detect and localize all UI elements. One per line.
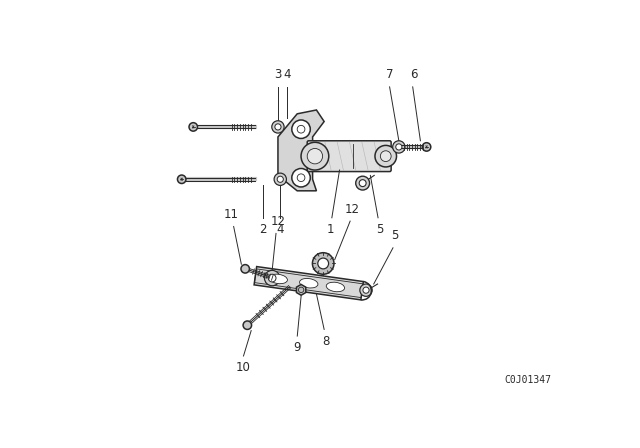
- Circle shape: [272, 121, 284, 133]
- Circle shape: [375, 146, 397, 167]
- Circle shape: [243, 321, 252, 329]
- Text: 9: 9: [294, 341, 301, 354]
- Circle shape: [297, 125, 305, 133]
- Circle shape: [268, 274, 276, 282]
- Circle shape: [318, 258, 328, 269]
- Text: 2: 2: [259, 223, 266, 236]
- Circle shape: [292, 120, 310, 138]
- Text: 4: 4: [284, 69, 291, 82]
- Circle shape: [396, 144, 402, 150]
- Circle shape: [312, 253, 334, 274]
- Circle shape: [422, 143, 431, 151]
- Circle shape: [307, 148, 323, 164]
- FancyBboxPatch shape: [307, 141, 391, 172]
- Text: 6: 6: [410, 69, 418, 82]
- Circle shape: [189, 123, 198, 131]
- Circle shape: [274, 173, 287, 185]
- Text: 7: 7: [386, 69, 394, 82]
- Circle shape: [275, 124, 281, 130]
- Ellipse shape: [326, 282, 344, 292]
- Circle shape: [393, 141, 405, 153]
- Ellipse shape: [300, 279, 318, 288]
- Text: 11: 11: [224, 208, 239, 221]
- Polygon shape: [296, 284, 306, 295]
- Text: 8: 8: [322, 335, 330, 348]
- Polygon shape: [254, 267, 364, 300]
- Circle shape: [241, 265, 250, 273]
- Circle shape: [301, 142, 329, 170]
- Text: 3: 3: [275, 69, 282, 82]
- Text: 5: 5: [391, 229, 398, 242]
- Text: 10: 10: [236, 362, 251, 375]
- Circle shape: [359, 180, 366, 186]
- Circle shape: [380, 151, 391, 162]
- Circle shape: [277, 176, 284, 182]
- Ellipse shape: [269, 274, 287, 284]
- Text: 12: 12: [271, 215, 286, 228]
- Circle shape: [297, 174, 305, 181]
- Text: 5: 5: [376, 223, 383, 236]
- Polygon shape: [278, 110, 324, 191]
- Text: 12: 12: [345, 203, 360, 216]
- Circle shape: [292, 168, 310, 187]
- Circle shape: [177, 175, 186, 184]
- Circle shape: [360, 284, 372, 296]
- Text: C0J01347: C0J01347: [504, 375, 551, 385]
- Circle shape: [298, 287, 304, 293]
- Circle shape: [264, 271, 280, 286]
- Text: 1: 1: [326, 223, 334, 236]
- Text: 4: 4: [276, 223, 284, 236]
- Circle shape: [356, 176, 369, 190]
- Circle shape: [363, 287, 369, 293]
